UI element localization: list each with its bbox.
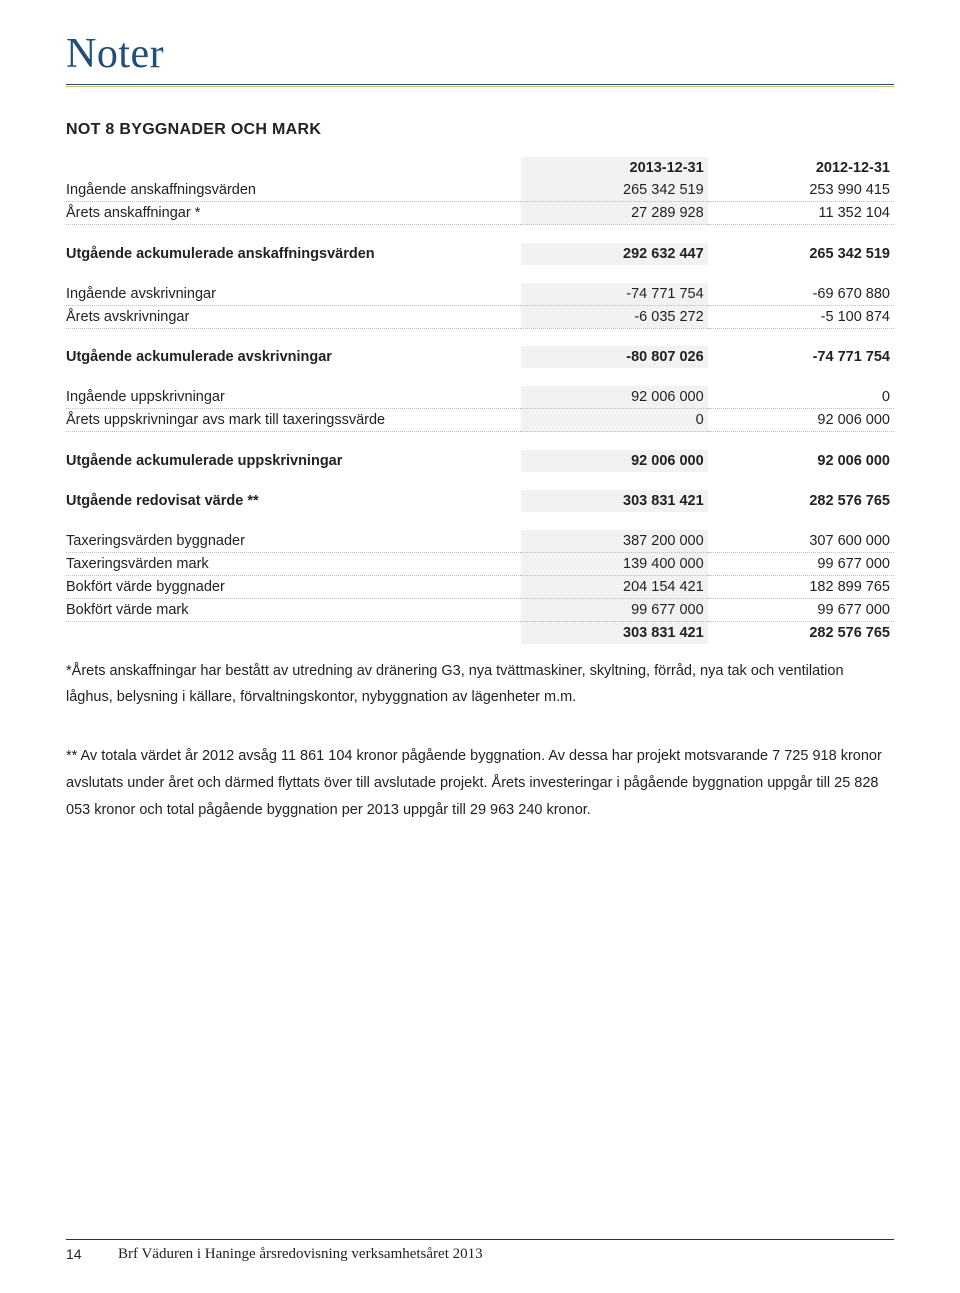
table-row	[66, 512, 894, 530]
row-value-prior: 265 342 519	[708, 243, 894, 265]
row-label: Utgående ackumulerade anskaffningsvärden	[66, 243, 521, 265]
row-label: Ingående avskrivningar	[66, 283, 521, 306]
row-value-prior: -69 670 880	[708, 283, 894, 306]
row-value-current: -6 035 272	[521, 305, 707, 328]
table-row: Ingående avskrivningar-74 771 754-69 670…	[66, 283, 894, 306]
row-value-prior: 99 677 000	[708, 598, 894, 621]
header-col1: 2013-12-31	[521, 157, 707, 179]
row-label: Taxeringsvärden byggnader	[66, 530, 521, 553]
row-value-current: 387 200 000	[521, 530, 707, 553]
row-value-current: -80 807 026	[521, 346, 707, 368]
table-row: Utgående ackumulerade avskrivningar-80 8…	[66, 346, 894, 368]
page-title: Noter	[66, 30, 894, 78]
row-label: Årets uppskrivningar avs mark till taxer…	[66, 409, 521, 432]
table-row: Årets uppskrivningar avs mark till taxer…	[66, 409, 894, 432]
row-value-prior: -74 771 754	[708, 346, 894, 368]
row-value-prior: 92 006 000	[708, 450, 894, 472]
table-row: Bokfört värde byggnader204 154 421182 89…	[66, 575, 894, 598]
table-row: Årets anskaffningar *27 289 92811 352 10…	[66, 202, 894, 225]
row-value-prior: 253 990 415	[708, 179, 894, 202]
row-value-prior: 282 576 765	[708, 621, 894, 644]
page: Noter NOT 8 BYGGNADER OCH MARK 2013-12-3…	[0, 0, 960, 1293]
row-value-current: 92 006 000	[521, 386, 707, 409]
footer-text: Brf Väduren i Haninge årsredovisning ver…	[118, 1246, 894, 1263]
row-value-prior: -5 100 874	[708, 305, 894, 328]
row-label: Utgående ackumulerade avskrivningar	[66, 346, 521, 368]
row-value-prior: 11 352 104	[708, 202, 894, 225]
row-value-prior: 92 006 000	[708, 409, 894, 432]
row-label: Bokfört värde byggnader	[66, 575, 521, 598]
table-row	[66, 472, 894, 490]
row-label: Årets avskrivningar	[66, 305, 521, 328]
table-row	[66, 328, 894, 346]
footer-divider	[66, 1239, 894, 1240]
title-divider	[66, 84, 894, 87]
note-paragraph-1: *Årets anskaffningar har bestått av utre…	[66, 658, 894, 712]
page-footer: 14 Brf Väduren i Haninge årsredovisning …	[66, 1239, 894, 1263]
row-label: Utgående redovisat värde **	[66, 490, 521, 512]
row-value-current: 303 831 421	[521, 621, 707, 644]
row-label: Taxeringsvärden mark	[66, 552, 521, 575]
row-label: Bokfört värde mark	[66, 598, 521, 621]
table-row: Årets avskrivningar-6 035 272-5 100 874	[66, 305, 894, 328]
header-col2: 2012-12-31	[708, 157, 894, 179]
row-value-current: 0	[521, 409, 707, 432]
table-row: Taxeringsvärden mark139 400 00099 677 00…	[66, 552, 894, 575]
row-value-current: 292 632 447	[521, 243, 707, 265]
page-number: 14	[66, 1246, 90, 1263]
table-row	[66, 265, 894, 283]
row-label: Årets anskaffningar *	[66, 202, 521, 225]
row-value-current: 27 289 928	[521, 202, 707, 225]
row-value-current: -74 771 754	[521, 283, 707, 306]
row-value-prior: 0	[708, 386, 894, 409]
table-row: Ingående uppskrivningar92 006 0000	[66, 386, 894, 409]
table-row	[66, 368, 894, 386]
table-row: 303 831 421282 576 765	[66, 621, 894, 644]
section-heading: NOT 8 BYGGNADER OCH MARK	[66, 121, 894, 139]
row-value-current: 99 677 000	[521, 598, 707, 621]
row-label	[66, 621, 521, 644]
table-row: Utgående redovisat värde **303 831 42128…	[66, 490, 894, 512]
row-value-prior: 307 600 000	[708, 530, 894, 553]
row-value-current: 303 831 421	[521, 490, 707, 512]
table-row: Utgående ackumulerade uppskrivningar92 0…	[66, 450, 894, 472]
header-blank	[66, 157, 521, 179]
row-value-prior: 99 677 000	[708, 552, 894, 575]
row-value-prior: 282 576 765	[708, 490, 894, 512]
table-row: Taxeringsvärden byggnader387 200 000307 …	[66, 530, 894, 553]
row-value-current: 92 006 000	[521, 450, 707, 472]
table-row: Utgående ackumulerade anskaffningsvärden…	[66, 243, 894, 265]
table-header-row: 2013-12-31 2012-12-31	[66, 157, 894, 179]
row-value-current: 265 342 519	[521, 179, 707, 202]
row-value-current: 204 154 421	[521, 575, 707, 598]
note-paragraph-2: ** Av totala värdet år 2012 avsåg 11 861…	[66, 743, 894, 823]
row-label: Ingående anskaffningsvärden	[66, 179, 521, 202]
table-row: Ingående anskaffningsvärden265 342 51925…	[66, 179, 894, 202]
row-value-current: 139 400 000	[521, 552, 707, 575]
table-row: Bokfört värde mark99 677 00099 677 000	[66, 598, 894, 621]
financial-table: 2013-12-31 2012-12-31 Ingående anskaffni…	[66, 157, 894, 644]
row-label: Ingående uppskrivningar	[66, 386, 521, 409]
table-row	[66, 225, 894, 243]
row-label: Utgående ackumulerade uppskrivningar	[66, 450, 521, 472]
table-row	[66, 432, 894, 450]
row-value-prior: 182 899 765	[708, 575, 894, 598]
